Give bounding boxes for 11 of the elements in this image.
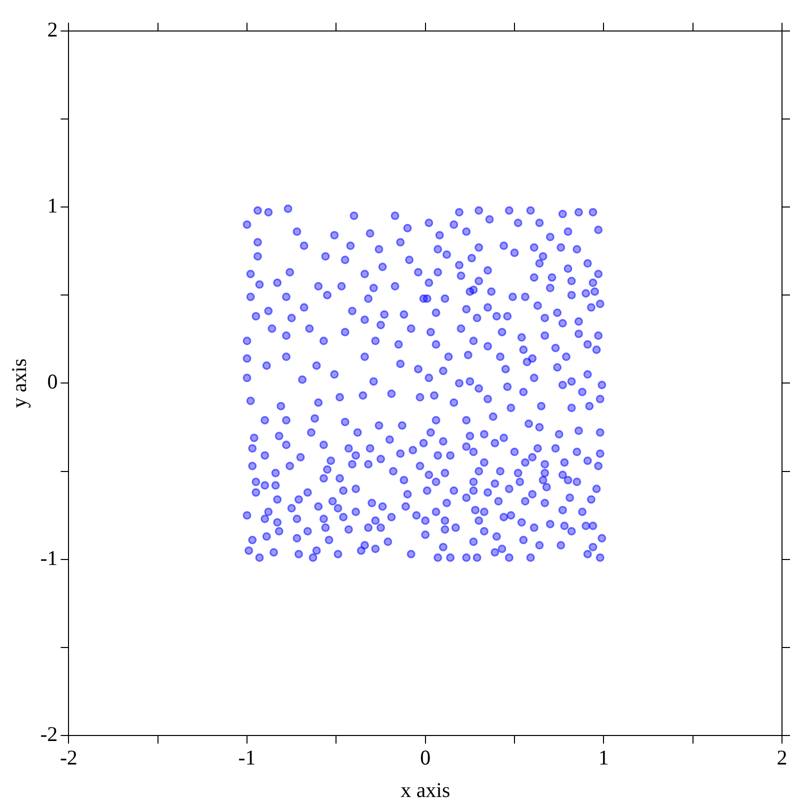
- x-tick-label: 0: [420, 746, 431, 770]
- y-tick-label: -1: [40, 546, 58, 570]
- x-tick-label: 1: [598, 746, 609, 770]
- y-tick-label: 2: [47, 17, 58, 42]
- y-tick-label: -2: [40, 722, 58, 746]
- x-tick-label: 2: [776, 746, 788, 770]
- y-tick-label: 1: [47, 194, 58, 218]
- y-axis-title: y axis: [7, 358, 32, 408]
- x-axis-title: x axis: [400, 778, 450, 802]
- y-tick-label: 0: [47, 370, 58, 394]
- x-tick-label: -1: [238, 746, 256, 770]
